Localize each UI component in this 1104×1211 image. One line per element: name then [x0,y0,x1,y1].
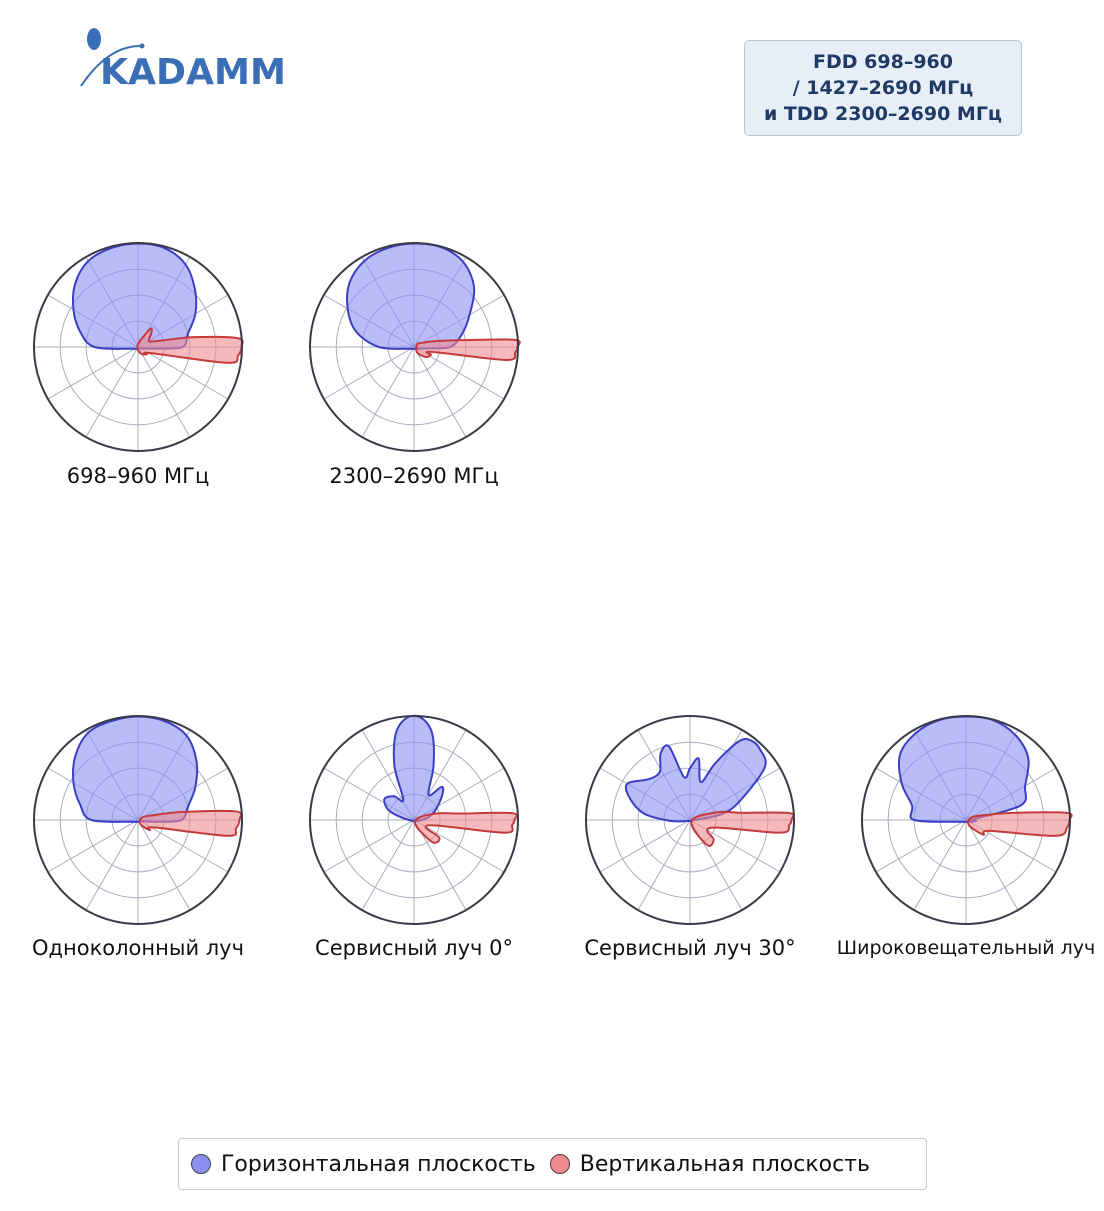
legend-item-horizontal: Горизонтальная плоскость [191,1152,536,1177]
grid-spoke [599,819,691,873]
polar-plot-service-30 [585,715,795,925]
outer-ring [861,715,1071,925]
band-line-3: и TDD 2300–2690 МГц [763,103,1003,125]
pattern-caption: Сервисный луч 0° [315,936,513,960]
grid-spoke [965,819,1019,911]
kadamm-logo: KADAMM [80,28,286,90]
vertical-plane-pattern [413,811,518,844]
vertical-plane-pattern [690,810,795,847]
logo-text: KADAMM [100,52,286,90]
grid-spoke [47,819,139,873]
outer-ring [585,715,795,925]
grid-spoke [413,819,505,873]
pattern-caption: Одноколонный луч [31,936,245,960]
horizontal-plane-pattern [71,242,198,350]
outer-ring [309,242,519,452]
outer-ring [33,242,243,452]
pattern-chart [289,695,539,945]
grid-spoke [361,346,415,438]
grid-spoke [137,819,229,873]
grid-spoke [85,819,139,911]
vertical-plane-pattern [136,327,244,364]
legend-label-horizontal: Горизонтальная плоскость [221,1151,536,1177]
polar-plot-service-0 [309,714,519,925]
grid-spoke [637,819,691,911]
pattern-caption: Широковещательный луч [836,937,1096,959]
pattern-chart [13,695,263,945]
legend-swatch-horizontal [191,1154,211,1174]
vertical-plane-pattern [967,811,1073,837]
pattern-chart [13,222,263,472]
grid-spoke [913,819,967,911]
pattern-chart [565,695,815,945]
horizontal-plane-pattern [383,714,445,822]
grid-spoke [85,346,139,438]
vertical-plane-pattern [415,338,521,361]
grid-spoke [137,346,229,400]
legend-swatch-vertical [549,1154,570,1174]
grid-spoke [323,346,415,400]
horizontal-plane-pattern [346,242,476,350]
grid-spoke [323,819,415,873]
grid-spoke [413,346,467,438]
pattern-caption: Сервисный луч 30° [584,936,796,960]
band-line-2: / 1427–2690 МГц [792,77,974,99]
chart-legend: Горизонтальная плоскость Вертикальная пл… [178,1138,927,1190]
frequency-band-box: FDD 698–960 / 1427–2690 МГц и TDD 2300–2… [744,40,1022,136]
logo-swoosh-icon [80,28,145,87]
pattern-caption: 698–960 МГц [66,464,210,488]
pattern-caption: 2300–2690 МГц [329,464,499,488]
grid-spoke [875,819,967,873]
polar-plot-single-column [33,715,243,925]
polar-plot-2300-2690 [309,242,521,452]
legend-item-vertical: Вертикальная плоскость [549,1151,870,1177]
vertical-plane-pattern [138,809,243,837]
polar-plot-698-960 [33,242,244,452]
legend-label-vertical: Вертикальная плоскость [579,1151,870,1177]
outer-ring [309,715,519,925]
polar-plot-broadcast [861,715,1073,925]
band-line-1: FDD 698–960 [813,51,953,73]
pattern-chart [289,222,539,472]
grid-spoke [47,346,139,400]
horizontal-plane-pattern [624,737,767,823]
horizontal-plane-pattern [71,715,199,823]
horizontal-plane-pattern [897,715,1030,823]
grid-spoke [361,819,415,911]
pattern-chart [841,695,1091,945]
outer-ring [33,715,243,925]
grid-spoke [137,346,191,438]
grid-spoke [137,819,191,911]
